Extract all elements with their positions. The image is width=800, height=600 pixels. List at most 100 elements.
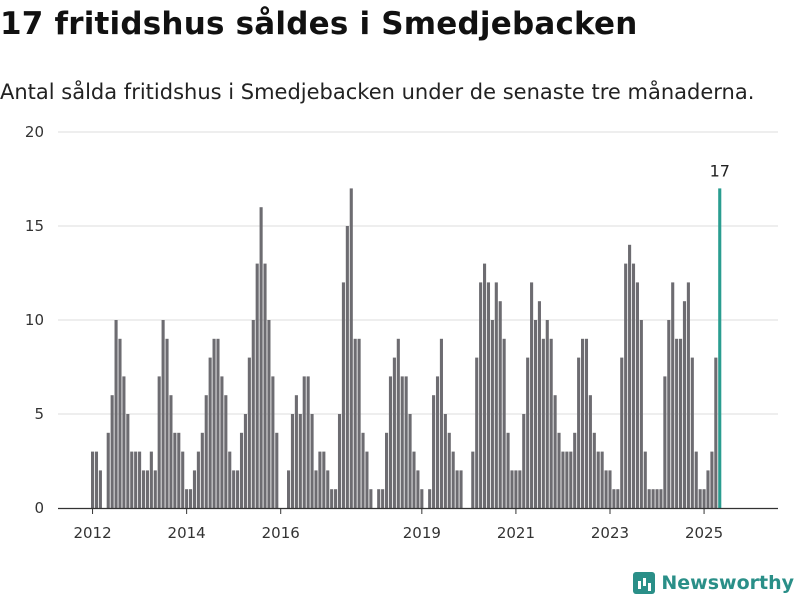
- bar: [455, 470, 459, 508]
- bar: [412, 451, 416, 508]
- bar: [91, 451, 95, 508]
- bar: [290, 414, 295, 508]
- bar: [620, 357, 624, 508]
- bar: [153, 470, 157, 508]
- bar: [236, 470, 240, 508]
- bar: [565, 451, 569, 508]
- bar: [145, 470, 149, 508]
- bar: [518, 470, 522, 508]
- bar: [404, 376, 408, 508]
- bar: [361, 432, 365, 508]
- bar: [161, 320, 165, 508]
- bar: [486, 282, 491, 508]
- x-tick-label: 2012: [73, 524, 111, 542]
- bar: [443, 414, 447, 508]
- bar: [134, 451, 138, 508]
- bar: [475, 357, 479, 508]
- bar: [341, 282, 345, 508]
- bar: [322, 451, 326, 508]
- x-tick-label: 2023: [591, 524, 629, 542]
- bar: [522, 414, 526, 508]
- bar-chart: 0 5 10 15 20 2012 2014 2016 2019 2021 2023 2025 17: [25, 123, 778, 542]
- bar: [216, 338, 220, 508]
- bar: [392, 357, 396, 508]
- bar: [208, 357, 212, 508]
- y-tick-label: 15: [25, 217, 44, 235]
- bar: [686, 282, 690, 508]
- bar: [247, 357, 251, 508]
- bar: [298, 414, 302, 508]
- bar: [345, 226, 349, 508]
- chart-subtitle: Antal sålda fritidshus i Smedjebacken un…: [0, 80, 755, 104]
- bar: [287, 470, 291, 508]
- y-axis-labels: 0 5 10 15 20: [25, 123, 44, 517]
- bar: [549, 338, 553, 508]
- bar: [220, 376, 224, 508]
- bar: [310, 414, 314, 508]
- bar: [459, 470, 463, 508]
- bar: [141, 470, 146, 508]
- bar: [471, 451, 475, 508]
- bar: [577, 357, 581, 508]
- bar: [592, 432, 596, 508]
- bar: [573, 432, 577, 508]
- bar: [451, 451, 455, 508]
- bar: [533, 320, 538, 508]
- bar: [165, 338, 169, 508]
- bar: [94, 451, 99, 508]
- bar: [177, 432, 181, 508]
- bar: [181, 451, 185, 508]
- bar: [149, 451, 153, 508]
- bar: [106, 432, 110, 508]
- bar: [420, 489, 424, 508]
- bar: [173, 432, 177, 508]
- bar: [526, 357, 530, 508]
- bar: [447, 432, 451, 508]
- bar: [428, 489, 432, 508]
- bar: [224, 395, 228, 508]
- bar: [126, 414, 130, 508]
- x-axis-labels: 2012 2014 2016 2019 2021 2023 2025: [73, 524, 723, 542]
- bar: [306, 376, 310, 508]
- bar: [698, 489, 702, 508]
- y-tick-label: 10: [25, 311, 44, 329]
- bar: [337, 414, 342, 508]
- bar: [659, 489, 663, 508]
- bar-highlight: [718, 188, 722, 508]
- bar: [510, 470, 514, 508]
- bar: [682, 301, 687, 508]
- bar: [541, 338, 545, 508]
- bar: [157, 376, 161, 508]
- bar: [655, 489, 659, 508]
- bar: [330, 489, 334, 508]
- bar: [192, 470, 197, 508]
- bar: [365, 451, 369, 508]
- bar: [302, 376, 306, 508]
- bar: [631, 263, 636, 508]
- bar: [624, 263, 628, 508]
- bar: [204, 395, 208, 508]
- bar: [581, 338, 585, 508]
- bar: [612, 489, 616, 508]
- bar: [545, 320, 549, 508]
- bar: [377, 489, 381, 508]
- bar: [663, 376, 667, 508]
- bar: [588, 395, 592, 508]
- bar: [385, 432, 389, 508]
- annotations: 17: [710, 161, 730, 180]
- bar: [243, 414, 247, 508]
- bar: [138, 451, 142, 508]
- bar: [714, 357, 718, 508]
- bar: [710, 451, 714, 508]
- x-tick-label: 2025: [685, 524, 723, 542]
- bar: [357, 338, 361, 508]
- bar: [294, 395, 298, 508]
- bar: [494, 282, 498, 508]
- x-tick-label: 2021: [497, 524, 535, 542]
- y-tick-label: 20: [25, 123, 44, 141]
- bar: [326, 470, 330, 508]
- bar: [212, 338, 216, 508]
- bar: [514, 470, 518, 508]
- bar: [271, 376, 275, 508]
- bar: [479, 282, 483, 508]
